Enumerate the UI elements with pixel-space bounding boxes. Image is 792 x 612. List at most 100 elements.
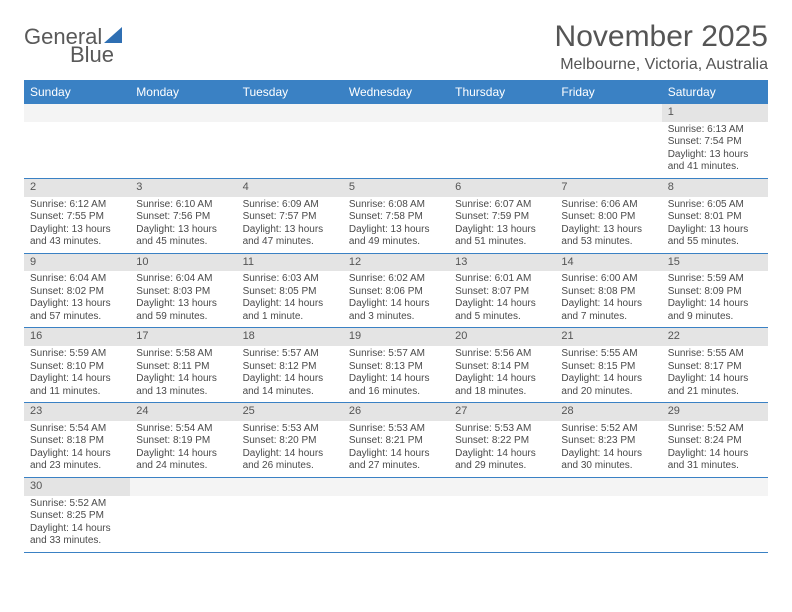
day-detail-cell: Sunrise: 5:57 AMSunset: 8:13 PMDaylight:…	[343, 346, 449, 403]
day-number-cell: 24	[130, 403, 236, 421]
day-detail-cell: Sunrise: 5:59 AMSunset: 8:09 PMDaylight:…	[662, 271, 768, 328]
sail-icon	[104, 27, 122, 43]
sunrise-line: Sunrise: 5:59 AM	[668, 273, 762, 286]
detail-row: Sunrise: 5:54 AMSunset: 8:18 PMDaylight:…	[24, 421, 768, 478]
daylight-line: Daylight: 14 hours and 29 minutes.	[455, 448, 549, 473]
day-number-cell	[24, 104, 130, 122]
day-number-cell: 19	[343, 328, 449, 346]
sunrise-line: Sunrise: 5:53 AM	[349, 423, 443, 436]
day-number-cell	[555, 477, 661, 495]
daylight-line: Daylight: 14 hours and 11 minutes.	[30, 373, 124, 398]
day-detail-cell: Sunrise: 6:03 AMSunset: 8:05 PMDaylight:…	[237, 271, 343, 328]
day-number-cell	[130, 477, 236, 495]
sunset-line: Sunset: 8:20 PM	[243, 435, 337, 448]
day-detail-cell: Sunrise: 6:05 AMSunset: 8:01 PMDaylight:…	[662, 197, 768, 254]
day-header: Saturday	[662, 80, 768, 104]
day-number-cell: 12	[343, 253, 449, 271]
day-number-cell: 11	[237, 253, 343, 271]
day-number-cell: 14	[555, 253, 661, 271]
sunrise-line: Sunrise: 6:04 AM	[136, 273, 230, 286]
sunrise-line: Sunrise: 6:12 AM	[30, 199, 124, 212]
day-number-cell	[449, 104, 555, 122]
sunset-line: Sunset: 7:59 PM	[455, 211, 549, 224]
day-detail-cell: Sunrise: 6:00 AMSunset: 8:08 PMDaylight:…	[555, 271, 661, 328]
day-detail-cell	[662, 496, 768, 553]
day-number-cell: 20	[449, 328, 555, 346]
sunrise-line: Sunrise: 5:56 AM	[455, 348, 549, 361]
sunset-line: Sunset: 7:55 PM	[30, 211, 124, 224]
day-detail-cell: Sunrise: 6:06 AMSunset: 8:00 PMDaylight:…	[555, 197, 661, 254]
day-detail-cell: Sunrise: 5:56 AMSunset: 8:14 PMDaylight:…	[449, 346, 555, 403]
detail-row: Sunrise: 5:59 AMSunset: 8:10 PMDaylight:…	[24, 346, 768, 403]
sunset-line: Sunset: 8:09 PM	[668, 286, 762, 299]
sunrise-line: Sunrise: 5:59 AM	[30, 348, 124, 361]
day-number-cell: 17	[130, 328, 236, 346]
day-number-cell	[662, 477, 768, 495]
day-detail-cell	[130, 496, 236, 553]
daylight-line: Daylight: 14 hours and 31 minutes.	[668, 448, 762, 473]
day-detail-cell: Sunrise: 5:54 AMSunset: 8:19 PMDaylight:…	[130, 421, 236, 478]
day-number-cell	[237, 104, 343, 122]
sunset-line: Sunset: 7:58 PM	[349, 211, 443, 224]
sunrise-line: Sunrise: 5:55 AM	[561, 348, 655, 361]
location: Melbourne, Victoria, Australia	[555, 56, 768, 74]
sunset-line: Sunset: 8:00 PM	[561, 211, 655, 224]
day-detail-cell	[343, 496, 449, 553]
day-detail-cell: Sunrise: 5:54 AMSunset: 8:18 PMDaylight:…	[24, 421, 130, 478]
sunset-line: Sunset: 8:10 PM	[30, 361, 124, 374]
daylight-line: Daylight: 14 hours and 26 minutes.	[243, 448, 337, 473]
daylight-line: Daylight: 14 hours and 21 minutes.	[668, 373, 762, 398]
day-number-cell: 30	[24, 477, 130, 495]
daylight-line: Daylight: 14 hours and 5 minutes.	[455, 298, 549, 323]
sunrise-line: Sunrise: 6:05 AM	[668, 199, 762, 212]
detail-row: Sunrise: 6:04 AMSunset: 8:02 PMDaylight:…	[24, 271, 768, 328]
day-detail-cell	[555, 122, 661, 179]
day-number-cell	[343, 477, 449, 495]
daylight-line: Daylight: 14 hours and 13 minutes.	[136, 373, 230, 398]
day-detail-cell: Sunrise: 6:07 AMSunset: 7:59 PMDaylight:…	[449, 197, 555, 254]
day-detail-cell: Sunrise: 5:53 AMSunset: 8:22 PMDaylight:…	[449, 421, 555, 478]
day-detail-cell: Sunrise: 6:02 AMSunset: 8:06 PMDaylight:…	[343, 271, 449, 328]
sunset-line: Sunset: 8:17 PM	[668, 361, 762, 374]
sunset-line: Sunset: 8:07 PM	[455, 286, 549, 299]
sunrise-line: Sunrise: 5:53 AM	[455, 423, 549, 436]
day-detail-cell	[130, 122, 236, 179]
daylight-line: Daylight: 13 hours and 49 minutes.	[349, 224, 443, 249]
day-number-cell: 26	[343, 403, 449, 421]
sunrise-line: Sunrise: 5:54 AM	[30, 423, 124, 436]
sunrise-line: Sunrise: 6:04 AM	[30, 273, 124, 286]
sunrise-line: Sunrise: 5:52 AM	[561, 423, 655, 436]
sunrise-line: Sunrise: 5:52 AM	[668, 423, 762, 436]
sunrise-line: Sunrise: 6:09 AM	[243, 199, 337, 212]
sunset-line: Sunset: 8:12 PM	[243, 361, 337, 374]
sunset-line: Sunset: 7:54 PM	[668, 136, 762, 149]
daynum-row: 16171819202122	[24, 328, 768, 346]
sunrise-line: Sunrise: 6:01 AM	[455, 273, 549, 286]
day-detail-cell: Sunrise: 5:59 AMSunset: 8:10 PMDaylight:…	[24, 346, 130, 403]
day-header: Thursday	[449, 80, 555, 104]
daylight-line: Daylight: 13 hours and 51 minutes.	[455, 224, 549, 249]
daylight-line: Daylight: 14 hours and 3 minutes.	[349, 298, 443, 323]
day-detail-cell	[449, 122, 555, 179]
day-detail-cell	[24, 122, 130, 179]
day-number-cell: 21	[555, 328, 661, 346]
daylight-line: Daylight: 14 hours and 9 minutes.	[668, 298, 762, 323]
daynum-row: 30	[24, 477, 768, 495]
sunrise-line: Sunrise: 5:54 AM	[136, 423, 230, 436]
daylight-line: Daylight: 14 hours and 7 minutes.	[561, 298, 655, 323]
day-detail-cell: Sunrise: 5:52 AMSunset: 8:25 PMDaylight:…	[24, 496, 130, 553]
sunset-line: Sunset: 8:18 PM	[30, 435, 124, 448]
day-detail-cell: Sunrise: 5:58 AMSunset: 8:11 PMDaylight:…	[130, 346, 236, 403]
sunrise-line: Sunrise: 6:03 AM	[243, 273, 337, 286]
sunrise-line: Sunrise: 6:02 AM	[349, 273, 443, 286]
day-number-cell: 3	[130, 178, 236, 196]
sunset-line: Sunset: 7:56 PM	[136, 211, 230, 224]
day-detail-cell: Sunrise: 5:52 AMSunset: 8:23 PMDaylight:…	[555, 421, 661, 478]
sunset-line: Sunset: 8:03 PM	[136, 286, 230, 299]
day-detail-cell: Sunrise: 5:57 AMSunset: 8:12 PMDaylight:…	[237, 346, 343, 403]
sunrise-line: Sunrise: 6:13 AM	[668, 124, 762, 137]
sunset-line: Sunset: 8:22 PM	[455, 435, 549, 448]
day-number-cell: 10	[130, 253, 236, 271]
day-detail-cell: Sunrise: 6:04 AMSunset: 8:02 PMDaylight:…	[24, 271, 130, 328]
sunset-line: Sunset: 8:21 PM	[349, 435, 443, 448]
